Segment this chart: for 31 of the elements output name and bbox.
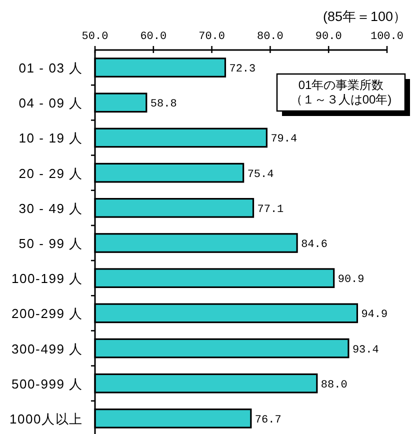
y-tick-label: 200-299 人 — [11, 306, 83, 322]
data-label: 75.4 — [247, 168, 274, 181]
y-tick-label: 30 - 49 人 — [18, 200, 83, 216]
data-label: 90.9 — [338, 274, 364, 286]
chart-title: (85年＝100） — [322, 9, 407, 24]
annotation: 01年の事業所数 — [298, 78, 384, 92]
x-tick-label: 90.0 — [315, 31, 342, 43]
x-tick-label: 70.0 — [198, 31, 226, 43]
x-tick-label: 80.0 — [256, 31, 284, 43]
y-tick-label: 500-999 人 — [11, 376, 83, 392]
y-tick-label: 20 - 29 人 — [18, 166, 83, 181]
y-tick-label: 01 - 03 人 — [18, 60, 83, 76]
data-label: 79.4 — [270, 134, 298, 146]
y-tick-label: 10 - 19 人 — [18, 130, 83, 146]
data-label: 94.9 — [361, 309, 388, 322]
annotation: （１～３人は00年) — [290, 92, 392, 106]
data-label: 76.7 — [254, 414, 282, 426]
data-label: 84.6 — [301, 239, 328, 251]
y-tick-label: 100-199 人 — [11, 271, 83, 286]
data-label: 77.1 — [257, 204, 284, 216]
data-label: 58.8 — [150, 98, 177, 111]
y-tick-label: 50 - 99 人 — [18, 236, 83, 251]
data-label: 93.4 — [352, 344, 380, 356]
x-tick-label: 100.0 — [370, 31, 404, 43]
data-label: 72.3 — [229, 64, 256, 76]
x-tick-label: 60.0 — [140, 31, 167, 43]
data-label: 88.0 — [320, 379, 348, 392]
y-tick-label: 04 - 09 人 — [18, 96, 83, 111]
y-tick-label: 300-499 人 — [11, 341, 83, 356]
x-tick-label: 50.0 — [82, 31, 108, 43]
y-tick-label: 1000人以上 — [9, 411, 83, 426]
